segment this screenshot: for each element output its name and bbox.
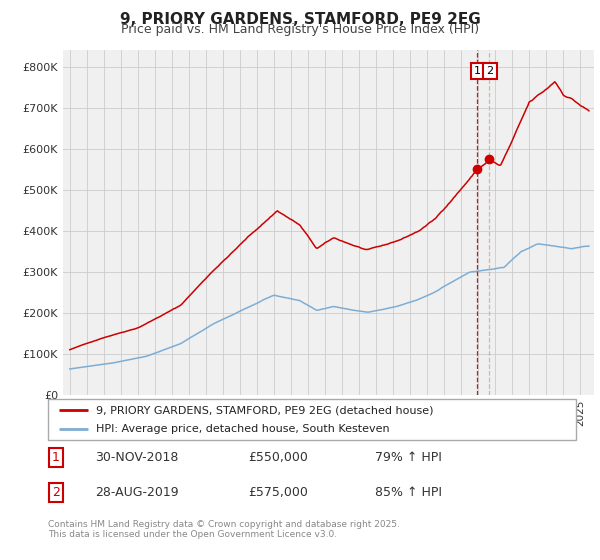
Text: 9, PRIORY GARDENS, STAMFORD, PE9 2EG (detached house): 9, PRIORY GARDENS, STAMFORD, PE9 2EG (de… xyxy=(95,405,433,415)
Text: £575,000: £575,000 xyxy=(248,486,308,500)
Text: £550,000: £550,000 xyxy=(248,451,308,464)
Text: HPI: Average price, detached house, South Kesteven: HPI: Average price, detached house, Sout… xyxy=(95,424,389,433)
Text: 2: 2 xyxy=(52,486,60,500)
Text: 1: 1 xyxy=(52,451,60,464)
Text: 9, PRIORY GARDENS, STAMFORD, PE9 2EG: 9, PRIORY GARDENS, STAMFORD, PE9 2EG xyxy=(119,12,481,26)
Text: Contains HM Land Registry data © Crown copyright and database right 2025.
This d: Contains HM Land Registry data © Crown c… xyxy=(48,520,400,539)
Text: 85% ↑ HPI: 85% ↑ HPI xyxy=(376,486,442,500)
Text: 30-NOV-2018: 30-NOV-2018 xyxy=(95,451,179,464)
Text: 28-AUG-2019: 28-AUG-2019 xyxy=(95,486,179,500)
Text: 79% ↑ HPI: 79% ↑ HPI xyxy=(376,451,442,464)
Text: Price paid vs. HM Land Registry's House Price Index (HPI): Price paid vs. HM Land Registry's House … xyxy=(121,22,479,36)
Text: 2: 2 xyxy=(487,66,494,76)
Text: 1: 1 xyxy=(474,66,481,76)
